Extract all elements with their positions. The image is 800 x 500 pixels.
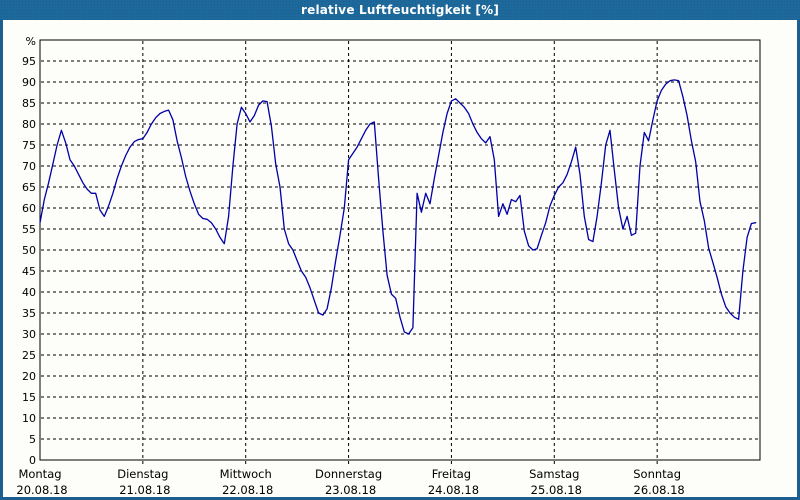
x-date-label: 20.08.18	[16, 483, 67, 497]
x-date-label: 22.08.18	[222, 483, 273, 497]
y-tick-label: 85	[22, 97, 36, 110]
x-day-label: Dienstag	[117, 467, 168, 481]
y-tick-label: 60	[22, 202, 36, 215]
y-tick-label: 95	[22, 55, 36, 68]
x-day-label: Montag	[18, 467, 61, 481]
y-tick-label: 80	[22, 118, 36, 131]
y-tick-label: 90	[22, 76, 36, 89]
x-day-label: Donnerstag	[315, 467, 382, 481]
plot-frame	[39, 39, 761, 461]
y-tick-label: 5	[29, 433, 36, 446]
y-tick-label: 40	[22, 286, 36, 299]
x-date-label: 26.08.18	[634, 483, 685, 497]
y-tick-label: 70	[22, 160, 36, 173]
x-date-label: 23.08.18	[325, 483, 376, 497]
y-tick-label: 15	[22, 391, 36, 404]
humidity-chart: 0 5 10 15 20 25 30 35 40 45 50 55 60 65 70 75 80 85 90 95% M…	[16, 35, 761, 497]
y-tick-label: 75	[22, 139, 36, 152]
y-tick-label: 50	[22, 244, 36, 257]
y-tick-label: 45	[22, 265, 36, 278]
y-tick-label: 55	[22, 223, 36, 236]
x-date-label: 25.08.18	[531, 483, 582, 497]
y-tick-label: 30	[22, 328, 36, 341]
x-day-label: Mittwoch	[220, 467, 272, 481]
x-day-label: Sonntag	[633, 467, 681, 481]
x-day-label: Freitag	[432, 467, 471, 481]
x-day-label: Samstag	[529, 467, 579, 481]
title-bar: relative Luftfeuchtigkeit [%]	[0, 0, 800, 20]
y-tick-label: 65	[22, 181, 36, 194]
x-date-label: 24.08.18	[428, 483, 479, 497]
humidity-series-line	[39, 79, 757, 335]
y-tick-label: 20	[22, 370, 36, 383]
y-tick-label: 0	[29, 454, 36, 467]
chart-area: 0 5 10 15 20 25 30 35 40 45 50 55 60 65 70 75 80 85 90 95% M…	[3, 20, 797, 497]
y-tick-label: 25	[22, 349, 36, 362]
y-axis-unit-label: %	[26, 35, 36, 48]
page-title: relative Luftfeuchtigkeit [%]	[300, 3, 500, 17]
x-date-label: 21.08.18	[119, 483, 170, 497]
y-tick-label: 35	[22, 307, 36, 320]
y-tick-label: 10	[22, 412, 36, 425]
